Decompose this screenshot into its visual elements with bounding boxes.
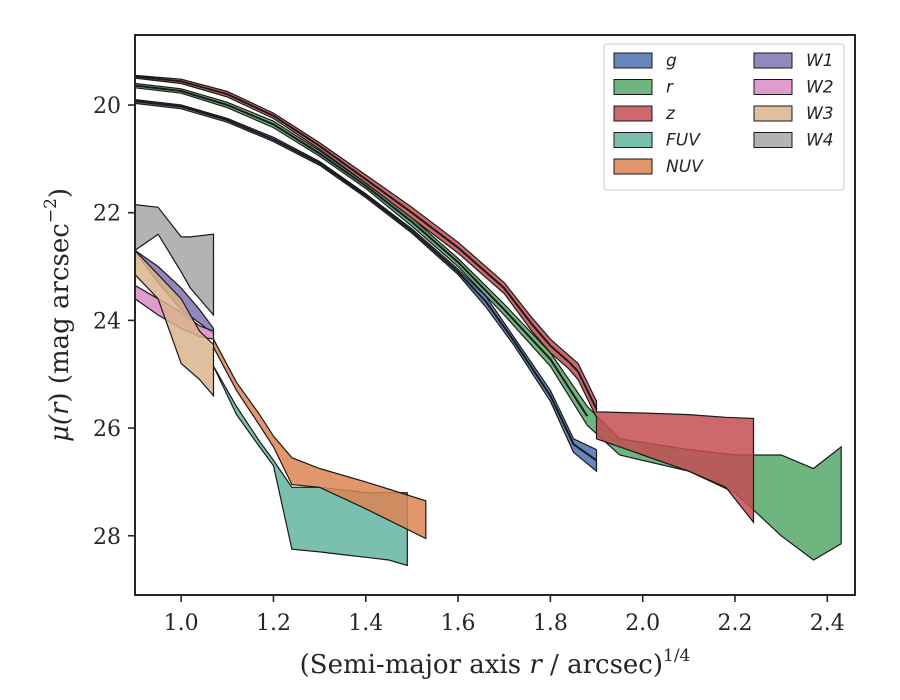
legend-item-W3: W3 xyxy=(753,104,834,124)
band-NUV xyxy=(212,338,427,540)
x-tick-label: 1.8 xyxy=(533,611,568,636)
legend-label: W4 xyxy=(806,131,834,151)
x-axis-label: (Semi-major axis r / arcsec)1/4 xyxy=(300,646,691,680)
plot-frame xyxy=(134,34,856,596)
legend-swatch xyxy=(753,79,793,95)
legend-item-r: r xyxy=(613,78,674,98)
y-axis-label: μ(r) (mag arcsec−2) xyxy=(41,188,75,442)
legend-item-z: z xyxy=(613,104,676,124)
legend-item-NUV: NUV xyxy=(613,157,704,177)
legend-label: FUV xyxy=(666,131,701,151)
x-tick-label: 1.0 xyxy=(164,611,199,636)
x-axis: 1.0 1.2 1.4 1.6 1.8 2.0 2.2 2.4 xyxy=(164,595,845,636)
x-tick-label: 2.0 xyxy=(625,611,660,636)
legend-item-W4: W4 xyxy=(753,131,834,151)
legend-swatch xyxy=(753,132,793,148)
legend-label: W1 xyxy=(806,51,834,71)
legend-item-FUV: FUV xyxy=(613,131,701,151)
legend-swatch xyxy=(613,105,653,122)
band-W3 xyxy=(135,249,215,398)
legend-label: z xyxy=(665,104,676,124)
x-tick-label: 1.4 xyxy=(348,611,383,636)
legend-item-W2: W2 xyxy=(753,78,834,98)
profile-line-1 xyxy=(135,100,598,462)
y-tick-label: 28 xyxy=(93,525,121,550)
legend-label: W2 xyxy=(806,78,834,98)
x-tick-label: 1.2 xyxy=(256,611,291,636)
legend-swatch xyxy=(613,52,653,69)
legend-swatch xyxy=(753,105,793,122)
legend: grz FUV NUV W1 W2 W3 W4 xyxy=(603,43,845,191)
profile-line-3 xyxy=(135,75,598,410)
y-axis: 20 22 24 26 28 xyxy=(93,94,135,550)
y-tick-label: 26 xyxy=(93,417,121,442)
y-tick-label: 24 xyxy=(93,309,121,334)
bands-layer xyxy=(135,74,842,567)
x-tick-label: 2.4 xyxy=(810,611,845,636)
y-tick-label: 20 xyxy=(93,94,121,119)
legend-item-W1: W1 xyxy=(753,51,834,71)
band-z xyxy=(135,74,755,525)
legend-item-g: g xyxy=(613,51,677,71)
legend-swatch xyxy=(613,132,653,148)
legend-label: g xyxy=(666,51,677,71)
legend-swatch xyxy=(753,52,793,69)
band-g xyxy=(135,98,598,473)
profile-line-2 xyxy=(135,84,589,417)
legend-swatch xyxy=(613,79,653,95)
y-tick-label: 22 xyxy=(93,202,121,227)
x-tick-label: 1.6 xyxy=(441,611,476,636)
x-tick-label: 2.2 xyxy=(718,611,753,636)
band-W4 xyxy=(135,203,215,317)
legend-swatch xyxy=(613,158,653,175)
legend-label: r xyxy=(666,78,674,98)
profile-lines-layer xyxy=(135,75,598,462)
legend-label: W3 xyxy=(806,104,834,124)
legend-label: NUV xyxy=(666,157,704,177)
